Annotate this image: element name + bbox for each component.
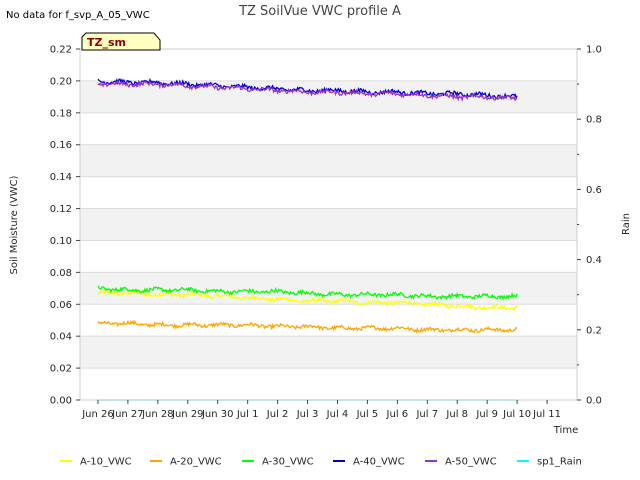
- plot-band: [80, 208, 577, 241]
- legend-label: A-20_VWC: [170, 457, 222, 468]
- legend: A-10_VWC A-20_VWC A-30_VWC A-40_VWC A-50_VWC…: [60, 457, 582, 468]
- legend-label: A-50_VWC: [445, 457, 497, 468]
- series-line-A-30_VWC: [97, 285, 518, 301]
- plot-band: [80, 112, 577, 145]
- x-tick-label: Jun 29: [171, 409, 204, 420]
- y-tick-label: 0.14: [50, 172, 72, 183]
- y-right-tick-label: 0.8: [586, 115, 602, 126]
- legend-label: A-10_VWC: [80, 457, 132, 468]
- x-tick-label: Jul 6: [386, 409, 409, 420]
- y-axis-right-label: Rain: [621, 213, 632, 235]
- y-tick-label: 0.20: [50, 76, 72, 87]
- series-line-A-10_VWC: [97, 289, 518, 312]
- y-right-tick-label: 0.2: [586, 325, 602, 336]
- x-tick-label: Jul 7: [415, 409, 438, 420]
- y-tick-label: 0.10: [50, 236, 72, 247]
- y-axis-right: 0.0 0.2 0.4 0.6 0.8 1.0: [577, 45, 602, 407]
- x-tick-label: Jul 5: [356, 409, 379, 420]
- x-tick-label: Jul 1: [236, 409, 259, 420]
- plot-bands: [80, 48, 577, 401]
- x-tick-label: Jul 2: [266, 409, 289, 420]
- series-line-A-50_VWC: [97, 79, 518, 103]
- legend-label: sp1_Rain: [537, 457, 582, 468]
- plot-band: [80, 368, 577, 400]
- y-tick-label: 0.04: [50, 332, 72, 343]
- x-axis-label: Time: [553, 425, 578, 436]
- plot-band: [80, 240, 577, 273]
- x-tick-label: Jul 10: [502, 409, 531, 420]
- legend-label: A-30_VWC: [262, 457, 314, 468]
- x-tick-label: Jul 4: [326, 409, 349, 420]
- x-tick-label: Jun 26: [81, 409, 114, 420]
- x-tick-label: Jun 30: [201, 409, 234, 420]
- plot-band: [80, 144, 577, 177]
- chart-title: TZ SoilVue VWC profile A: [238, 4, 401, 19]
- y-right-tick-label: 1.0: [586, 45, 602, 56]
- y-tick-label: 0.06: [50, 300, 72, 311]
- y-tick-label: 0.08: [50, 268, 72, 279]
- x-tick-label: Jul 9: [475, 409, 498, 420]
- y-tick-label: 0.22: [50, 45, 72, 56]
- plot-band: [80, 176, 577, 209]
- x-tick-label: Jun 28: [141, 409, 174, 420]
- y-tick-label: 0.00: [50, 396, 72, 407]
- x-tick-label: Jul 3: [296, 409, 319, 420]
- y-tick-label: 0.16: [50, 140, 72, 151]
- y-tick-label: 0.02: [50, 364, 72, 375]
- x-tick-label: Jul 11: [532, 409, 561, 420]
- x-tick-label: Jun 27: [111, 409, 144, 420]
- plot-band: [80, 49, 577, 81]
- plot-band: [80, 336, 577, 369]
- plot-band: [80, 272, 577, 305]
- series-line-A-20_VWC: [97, 319, 518, 334]
- y-tick-label: 0.12: [50, 204, 72, 215]
- y-right-tick-label: 0.6: [586, 185, 602, 196]
- legend-label: A-40_VWC: [353, 457, 405, 468]
- y-right-tick-label: 0.0: [586, 396, 602, 407]
- y-right-tick-label: 0.4: [586, 255, 602, 266]
- no-data-note: No data for f_svp_A_05_VWC: [6, 10, 150, 21]
- badge: TZ_sm: [81, 32, 161, 51]
- y-tick-label: 0.18: [50, 108, 72, 119]
- y-axis-label: Soil Moisture (VWC): [9, 175, 20, 274]
- badge-box: [81, 32, 161, 51]
- y-axis-left: 0.00 0.02 0.04 0.06 0.08 0.10 0.12 0.14 0.16 0.18…: [50, 45, 80, 407]
- plot-band: [80, 304, 577, 337]
- x-tick-label: Jul 8: [445, 409, 468, 420]
- badge-text: TZ_sm: [87, 36, 126, 49]
